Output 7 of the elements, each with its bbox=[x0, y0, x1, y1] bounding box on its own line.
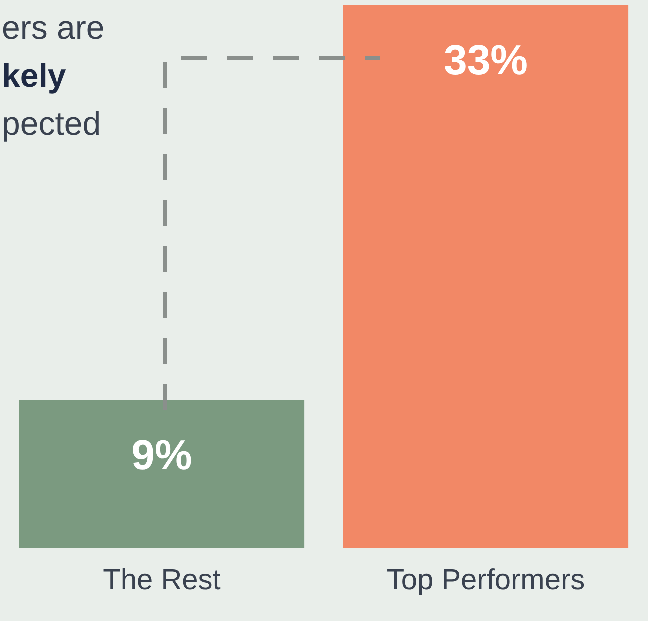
data-label: 9% bbox=[132, 432, 192, 479]
x-tick-label: Top Performers bbox=[386, 564, 586, 597]
annotation: kely bbox=[2, 56, 68, 96]
data-label: 33% bbox=[444, 36, 528, 84]
annotation: pected bbox=[2, 104, 102, 144]
annotation: ers are bbox=[2, 8, 105, 48]
x-tick-label: The Rest bbox=[103, 564, 221, 597]
